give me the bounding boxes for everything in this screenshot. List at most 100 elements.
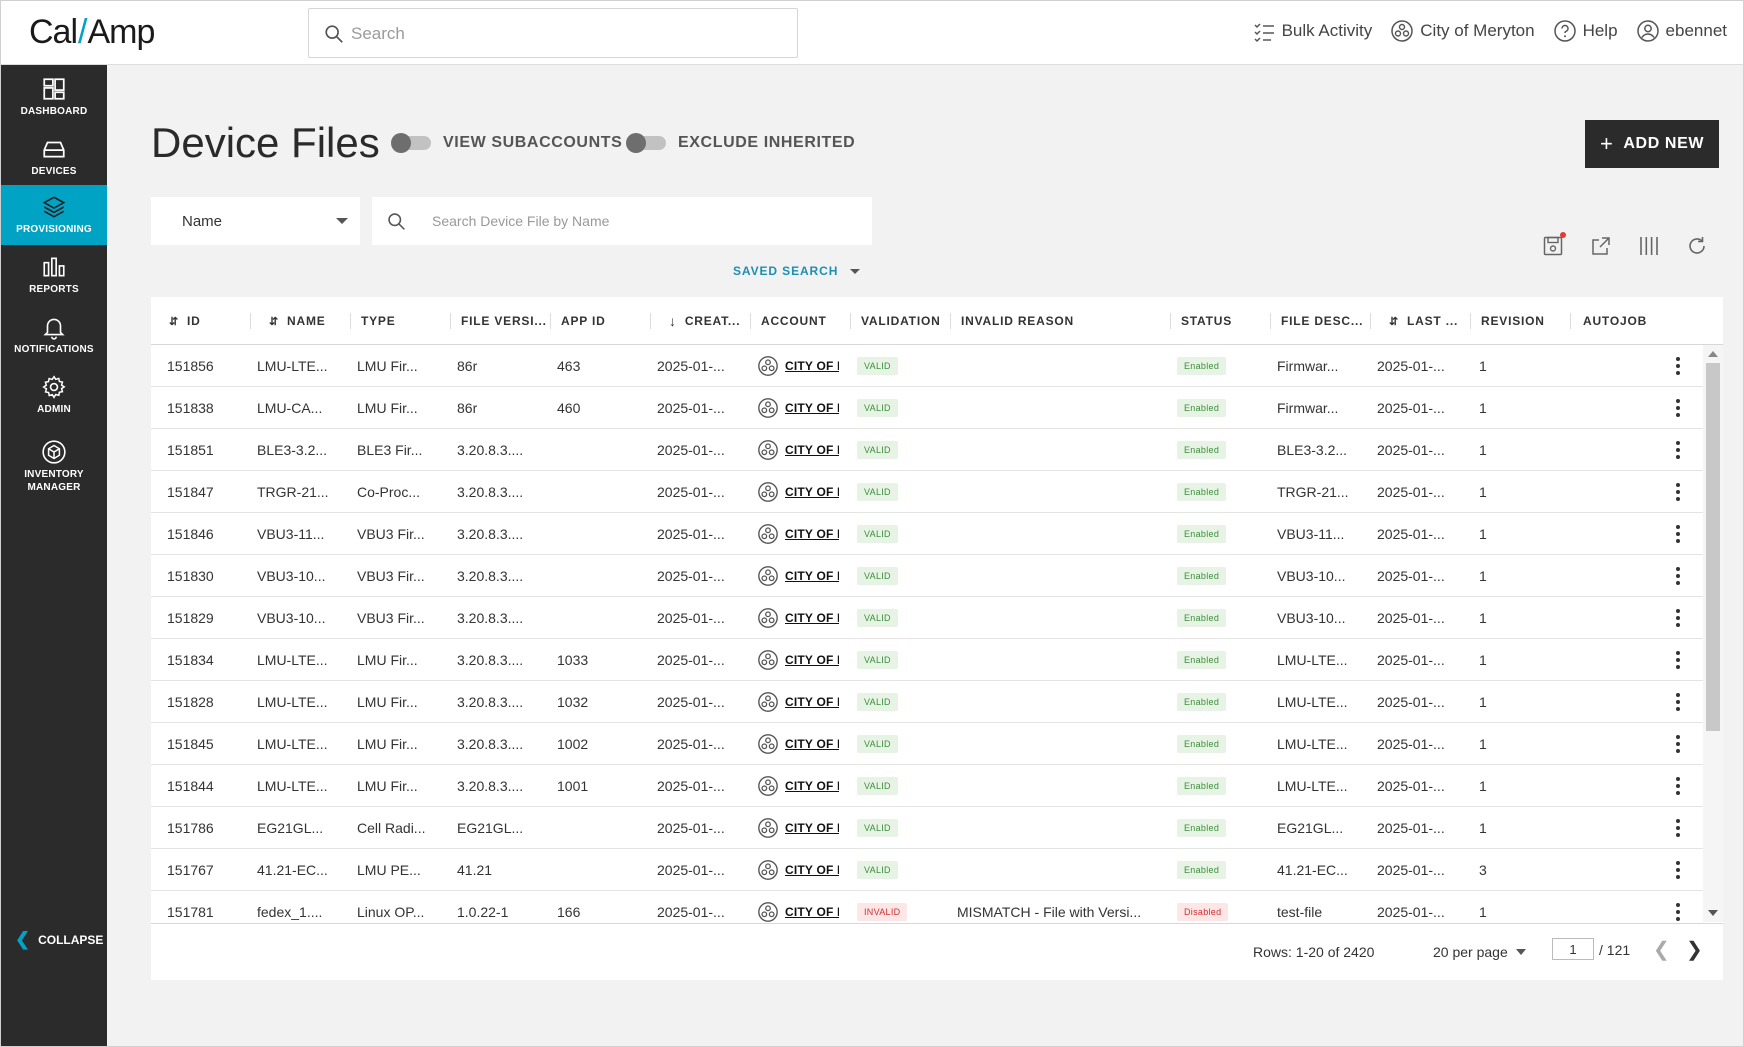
column-header-last-updated[interactable]: ⇵ LAST ...: [1371, 297, 1471, 345]
account-link[interactable]: CITY OF MERYTON: [785, 737, 839, 751]
row-menu-icon[interactable]: [1668, 691, 1688, 713]
export-button[interactable]: [1589, 234, 1613, 258]
account-link[interactable]: CITY OF MERYTON: [785, 905, 839, 919]
column-header-account[interactable]: ACCOUNT: [751, 297, 851, 345]
account-link[interactable]: CITY OF MERYTON: [785, 863, 839, 877]
account-link[interactable]: CITY OF MERYTON: [785, 695, 839, 709]
table-row[interactable]: 151830 VBU3-10... VBU3 Fir... 3.20.8.3.... 2…: [151, 555, 1703, 597]
account-link[interactable]: CITY OF MERYTON: [785, 569, 839, 583]
help-link[interactable]: Help: [1553, 19, 1618, 43]
column-header-autojob[interactable]: AUTOJOB: [1583, 314, 1648, 328]
chevron-right-icon[interactable]: ❯: [1686, 939, 1703, 961]
row-menu-icon[interactable]: [1668, 397, 1688, 419]
chevron-left-icon[interactable]: ❮: [1653, 939, 1670, 961]
sidebar-item-notifications[interactable]: NOTIFICATIONS: [1, 305, 107, 365]
column-header-created[interactable]: ↓ CREAT...: [651, 297, 751, 345]
account-link[interactable]: CITY OF MERYTON: [785, 443, 839, 457]
collapse-button[interactable]: ❮ COLLAPSE: [15, 929, 103, 950]
column-header-type[interactable]: TYPE: [351, 297, 451, 345]
account-switcher[interactable]: City of Meryton: [1390, 19, 1535, 43]
devices-icon: [43, 141, 65, 158]
row-menu-icon[interactable]: [1668, 901, 1688, 922]
scrollbar-thumb[interactable]: [1706, 363, 1720, 731]
user-menu[interactable]: ebennet: [1636, 19, 1727, 43]
search-field-select[interactable]: Name: [151, 197, 360, 245]
cell-validation: VALID: [851, 723, 951, 765]
refresh-button[interactable]: [1685, 234, 1709, 258]
table-row[interactable]: 151834 LMU-LTE... LMU Fir... 3.20.8.3.... 10…: [151, 639, 1703, 681]
sidebar-item-reports[interactable]: REPORTS: [1, 245, 107, 305]
sidebar-item-provisioning[interactable]: PROVISIONING: [1, 185, 107, 245]
table-row[interactable]: 151781 fedex_1.... Linux OP... 1.0.22-1 166 2…: [151, 891, 1703, 922]
table-row[interactable]: 151767 41.21-EC... LMU PE... 41.21 2025-01-.…: [151, 849, 1703, 891]
column-header-revision[interactable]: REVISION: [1471, 297, 1571, 345]
per-page-select[interactable]: 20 per page: [1433, 944, 1526, 960]
account-link[interactable]: CITY OF MERYTON: [785, 359, 839, 373]
row-menu-icon[interactable]: [1668, 859, 1688, 881]
table-row[interactable]: 151829 VBU3-10... VBU3 Fir... 3.20.8.3.... 2…: [151, 597, 1703, 639]
column-header-validation[interactable]: VALIDATION: [851, 297, 951, 345]
cell-type: LMU PE...: [357, 862, 421, 878]
column-header-app-id[interactable]: APP ID: [551, 297, 651, 345]
account-link[interactable]: CITY OF MERYTON: [785, 485, 839, 499]
column-header-file-version[interactable]: FILE VERSI...: [451, 297, 551, 345]
column-header-id[interactable]: ⇵ ID: [151, 297, 251, 345]
sidebar-item-devices[interactable]: DEVICES: [1, 127, 107, 187]
account-link[interactable]: CITY OF MERYTON: [785, 401, 839, 415]
table-row[interactable]: 151786 EG21GL... Cell Radi... EG21GL... 2025…: [151, 807, 1703, 849]
cell-status: Enabled: [1171, 471, 1271, 513]
account-link[interactable]: CITY OF MERYTON: [785, 653, 839, 667]
account-link[interactable]: CITY OF MERYTON: [785, 821, 839, 835]
toggle-switch[interactable]: [626, 133, 666, 153]
account-link[interactable]: CITY OF MERYTON: [785, 611, 839, 625]
account-link[interactable]: CITY OF MERYTON: [785, 527, 839, 541]
table-row[interactable]: 151851 BLE3-3.2... BLE3 Fir... 3.20.8.3....…: [151, 429, 1703, 471]
view-subaccounts-toggle[interactable]: VIEW SUBACCOUNTS: [391, 133, 622, 153]
column-header-name[interactable]: ⇵ NAME: [251, 297, 351, 345]
column-header-status[interactable]: STATUS: [1171, 297, 1271, 345]
scroll-down-icon[interactable]: [1708, 910, 1718, 916]
sidebar-item-inventory-manager[interactable]: INVENTORY MANAGER: [1, 431, 107, 501]
toggle-switch[interactable]: [391, 133, 431, 153]
row-menu-icon[interactable]: [1668, 565, 1688, 587]
columns-button[interactable]: [1637, 234, 1661, 258]
table-row[interactable]: 151838 LMU-CA... LMU Fir... 86r 460 2025-01-.…: [151, 387, 1703, 429]
row-menu-icon[interactable]: [1668, 355, 1688, 377]
row-menu-icon[interactable]: [1668, 439, 1688, 461]
scroll-up-icon[interactable]: [1708, 351, 1718, 357]
page-number-input[interactable]: [1552, 938, 1594, 960]
calamp-logo[interactable]: Cal/Amp: [29, 13, 155, 51]
table-row[interactable]: 151845 LMU-LTE... LMU Fir... 3.20.8.3.... 10…: [151, 723, 1703, 765]
account-link[interactable]: CITY OF MERYTON: [785, 779, 839, 793]
row-menu-icon[interactable]: [1668, 481, 1688, 503]
chevron-down-icon: [336, 218, 348, 224]
row-menu-icon[interactable]: [1668, 775, 1688, 797]
table-row[interactable]: 151828 LMU-LTE... LMU Fir... 3.20.8.3.... 10…: [151, 681, 1703, 723]
table-row[interactable]: 151856 LMU-LTE... LMU Fir... 86r 463 2025-01-…: [151, 345, 1703, 387]
cell-status: Enabled: [1171, 807, 1271, 849]
table-row[interactable]: 151847 TRGR-21... Co-Proc... 3.20.8.3.... 20…: [151, 471, 1703, 513]
row-menu-icon[interactable]: [1668, 649, 1688, 671]
save-search-button[interactable]: [1541, 232, 1566, 258]
row-menu-icon[interactable]: [1668, 607, 1688, 629]
row-menu-icon[interactable]: [1668, 817, 1688, 839]
cell-created: 2025-01-...: [657, 778, 725, 794]
saved-search-dropdown[interactable]: SAVED SEARCH: [733, 264, 861, 278]
sidebar-item-dashboard[interactable]: DASHBOARD: [1, 67, 107, 127]
table-scrollbar[interactable]: [1703, 345, 1723, 922]
row-menu-icon[interactable]: [1668, 733, 1688, 755]
global-search-input[interactable]: [351, 19, 771, 49]
validation-badge: VALID: [857, 693, 898, 711]
bulk-activity-link[interactable]: Bulk Activity: [1252, 19, 1372, 43]
row-menu-icon[interactable]: [1668, 523, 1688, 545]
column-header-file-description[interactable]: FILE DESC...: [1271, 297, 1371, 345]
table-row[interactable]: 151844 LMU-LTE... LMU Fir... 3.20.8.3.... 10…: [151, 765, 1703, 807]
cell-file-description: test-file: [1277, 904, 1323, 920]
device-file-search-input[interactable]: [432, 209, 852, 233]
table-row[interactable]: 151846 VBU3-11... VBU3 Fir... 3.20.8.3.... 2…: [151, 513, 1703, 555]
exclude-inherited-toggle[interactable]: EXCLUDE INHERITED: [626, 133, 855, 153]
sidebar-item-admin[interactable]: ADMIN: [1, 365, 107, 425]
add-new-button[interactable]: + ADD NEW: [1585, 120, 1719, 168]
cell-id: 151847: [167, 484, 214, 500]
column-header-invalid-reason[interactable]: INVALID REASON: [951, 297, 1171, 345]
